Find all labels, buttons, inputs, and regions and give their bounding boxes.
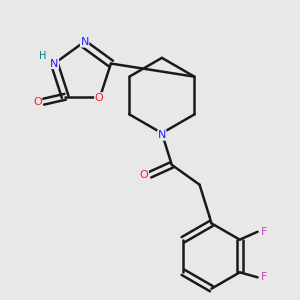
Text: O: O [140,170,148,180]
Text: H: H [39,51,46,61]
Text: N: N [158,130,166,140]
Text: O: O [95,93,103,103]
Text: N: N [50,58,58,68]
Text: F: F [261,272,268,282]
Text: F: F [261,227,268,237]
Text: N: N [80,37,89,47]
Text: O: O [33,97,42,107]
